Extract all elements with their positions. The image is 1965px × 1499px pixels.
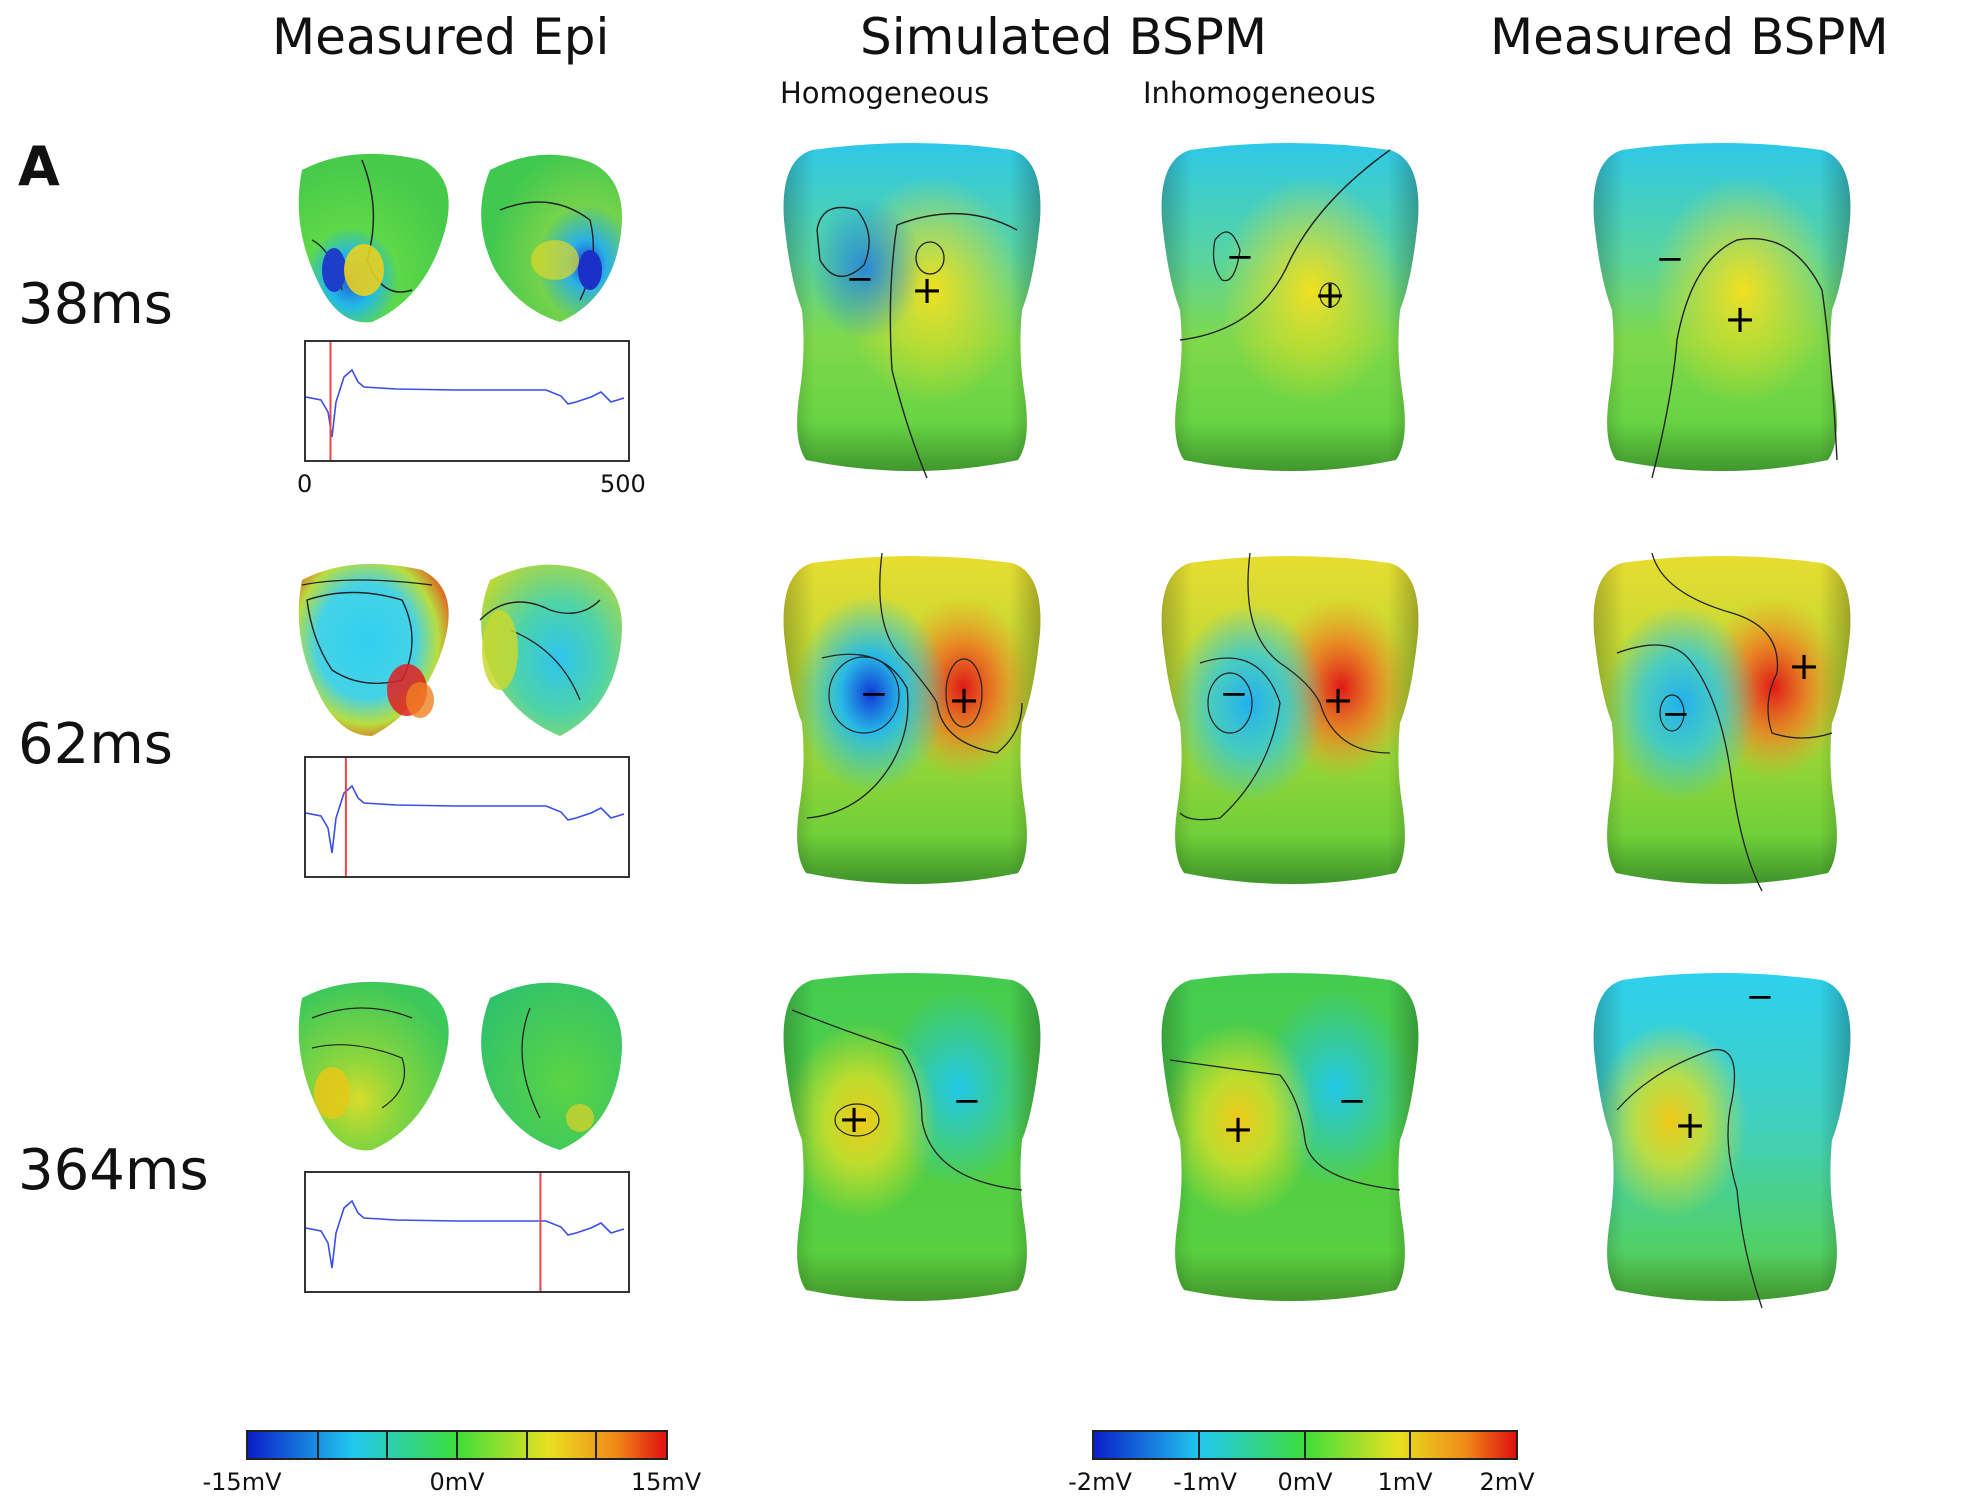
epi-heart-posterior-row1 [481, 154, 622, 322]
epi-heart-posterior-row3 [481, 982, 622, 1150]
trace-panel-row3 [304, 1171, 630, 1293]
sign-negative: − [1662, 694, 1691, 734]
colorbar-epi-max-label: 15mV [630, 1468, 702, 1496]
header-measured-bspm: Measured BSPM [1490, 8, 1889, 66]
sign-positive: + [1322, 678, 1354, 722]
ecg-trace-row1 [305, 342, 625, 460]
header-simulated-bspm: Simulated BSPM [860, 8, 1268, 66]
colorbar-bspm-label-1: -2mV [1068, 1468, 1132, 1496]
epi-heart-anterior-row3 [298, 981, 449, 1151]
trace-axis-max: 500 [600, 470, 646, 498]
time-label-row2: 62ms [18, 712, 173, 777]
ecg-trace-row3 [305, 1173, 625, 1291]
sign-negative: − [1226, 237, 1255, 277]
time-label-row3: 364ms [18, 1138, 209, 1203]
subheader-inhomogeneous: Inhomogeneous [1143, 76, 1376, 110]
colorbar-bspm-label-4: 1mV [1377, 1468, 1433, 1496]
torso-homogeneous-row2: − + [783, 552, 1041, 884]
time-label-row1: 38ms [18, 272, 173, 337]
torso-measured-row3: + − [1593, 973, 1851, 1309]
torso-measured-row2: − + [1593, 552, 1851, 892]
epi-heart-anterior-row2 [298, 563, 449, 736]
torso-homogeneous-row1: − + [783, 143, 1041, 479]
sign-positive: + [1222, 1107, 1254, 1151]
torso-inhomogeneous-row1: − + [1161, 143, 1419, 471]
sign-positive: + [838, 1097, 870, 1141]
torso-measured-row1: − + [1593, 143, 1851, 479]
header-measured-epi: Measured Epi [272, 8, 610, 66]
epi-heart-posterior-row2 [479, 564, 622, 736]
epi-heart-anterior-row1 [298, 153, 449, 323]
sign-positive: + [1674, 1103, 1706, 1147]
colorbar-bspm-label-5: 2mV [1479, 1468, 1535, 1496]
panel-label: A [18, 135, 60, 198]
torso-inhomogeneous-row3: + − [1161, 973, 1419, 1301]
ecg-trace-row2 [305, 758, 625, 876]
colorbar-epi-mid-label: 0mV [429, 1468, 485, 1496]
trace-panel-row1 [304, 340, 630, 462]
colorbar-bspm-label-2: -1mV [1173, 1468, 1237, 1496]
trace-panel-row2 [304, 756, 630, 878]
sign-positive: + [1788, 644, 1820, 688]
sign-positive: + [1724, 297, 1756, 341]
colorbar-epi [246, 1430, 668, 1460]
sign-positive: + [1314, 273, 1346, 317]
colorbar-bspm [1092, 1430, 1518, 1460]
sign-negative: − [860, 674, 889, 714]
sign-positive: + [948, 678, 980, 722]
torso-inhomogeneous-row2: − + [1161, 552, 1419, 884]
trace-axis-min: 0 [297, 470, 313, 498]
colorbar-epi-min-label: -15mV [202, 1468, 282, 1496]
sign-negative: − [1220, 674, 1249, 714]
sign-negative: − [1338, 1081, 1367, 1121]
subheader-homogeneous: Homogeneous [780, 76, 990, 110]
sign-positive: + [911, 268, 943, 312]
sign-negative: − [953, 1081, 982, 1121]
torso-homogeneous-row3: + − [783, 973, 1041, 1301]
sign-negative: − [1746, 977, 1775, 1017]
sign-negative: − [1656, 239, 1685, 279]
sign-negative: − [846, 259, 875, 299]
colorbar-bspm-label-3: 0mV [1277, 1468, 1333, 1496]
